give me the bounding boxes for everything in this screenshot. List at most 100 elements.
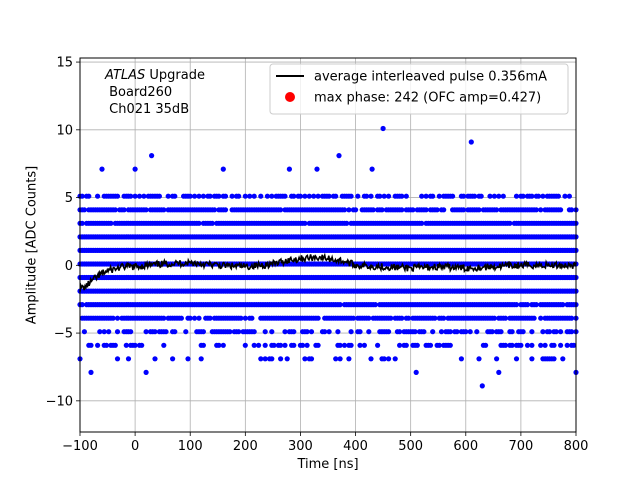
sample-point (397, 329, 403, 335)
sample-point (227, 329, 233, 335)
sample-point (95, 193, 101, 199)
sample-point (262, 342, 268, 348)
sample-point (196, 315, 202, 321)
sample-point (251, 342, 257, 348)
sample-point (344, 220, 350, 226)
sample-point (461, 207, 467, 213)
sample-point (152, 329, 158, 335)
y-tick-label: 5 (65, 191, 73, 206)
x-tick-label: 0 (131, 439, 139, 454)
average-pulse-line (79, 252, 577, 292)
sample-point (222, 193, 229, 199)
legend-entry-average: average interleaved pulse 0.356mA (314, 70, 547, 85)
sample-point (282, 329, 288, 335)
atlas-annotation: ATLAS Upgrade Board260 Ch021 35dB (104, 68, 205, 117)
sample-point (187, 315, 193, 321)
sample-point (200, 193, 206, 199)
sample-point-outlier (468, 139, 474, 145)
sample-point (513, 302, 520, 308)
sample-point (79, 302, 85, 308)
sample-point (566, 193, 573, 199)
sample-point (476, 356, 482, 362)
sample-point (441, 315, 447, 321)
sample-point (558, 329, 564, 335)
sample-point-outlier (413, 369, 419, 375)
sample-point (220, 342, 226, 348)
sample-point-outlier (143, 369, 149, 375)
sample-point (509, 329, 515, 335)
sample-point (447, 329, 453, 335)
sample-point (251, 193, 257, 199)
sample-point (399, 207, 405, 213)
sample-point (198, 356, 204, 362)
sample-point-outlier (314, 166, 320, 172)
sample-point (258, 193, 264, 199)
sample-point (258, 356, 264, 362)
sample-point (377, 193, 383, 199)
sample-point (211, 207, 218, 213)
axes-frame (79, 57, 577, 433)
sample-point (346, 356, 352, 362)
sample-point (405, 315, 412, 321)
sample-point (368, 193, 374, 199)
x-tick-label: 600 (453, 439, 478, 454)
sample-point (128, 193, 134, 199)
x-tick-label: 300 (288, 439, 313, 454)
sample-point (326, 193, 332, 199)
sample-point (478, 193, 484, 199)
sample-point (560, 356, 566, 362)
sample-point (434, 207, 440, 213)
sample-point (476, 207, 482, 213)
sample-point (386, 193, 392, 199)
sample-point (291, 193, 297, 199)
sample-point (381, 356, 387, 362)
sample-point (284, 356, 290, 362)
x-tick-label: 700 (508, 439, 533, 454)
x-tick-label: 500 (398, 439, 423, 454)
sample-point (494, 356, 500, 362)
sample-point (326, 329, 332, 335)
sample-point (110, 315, 116, 321)
y-axis-label: Amplitude [ADC Counts] (25, 166, 40, 324)
sample-point (533, 207, 539, 213)
sample-point (97, 329, 103, 335)
sample-point (560, 302, 566, 308)
sample-point (207, 193, 213, 199)
sample-point (392, 356, 398, 362)
sample-point (249, 315, 255, 321)
sample-point (297, 193, 303, 199)
sample-point-outlier (479, 383, 485, 389)
sample-point (291, 329, 297, 335)
sample-point (496, 193, 502, 199)
sample-point (236, 329, 242, 335)
sample-point (502, 342, 509, 348)
sample-point (269, 193, 275, 199)
sample-point (278, 356, 284, 362)
sample-point (262, 329, 268, 335)
sample-point (403, 342, 409, 348)
sample-point (509, 342, 515, 348)
sample-point (192, 315, 198, 321)
sample-point (337, 356, 343, 362)
sample-point (467, 329, 473, 335)
sample-point (81, 329, 87, 335)
y-tick-label: −5 (54, 327, 73, 342)
x-tick-label: 800 (564, 439, 589, 454)
sample-point (524, 342, 531, 348)
sample-point (379, 207, 385, 213)
sample-point (350, 315, 356, 321)
sample-point (558, 342, 564, 348)
sample-point (419, 193, 425, 199)
sample-point (242, 193, 248, 199)
sample-point (128, 329, 134, 335)
sample-point (302, 193, 308, 199)
sample-point (381, 193, 387, 199)
sample-point (410, 207, 416, 213)
sample-point (427, 342, 434, 348)
sample-point (333, 356, 339, 362)
sample-point (143, 207, 149, 213)
sample-point (507, 220, 513, 226)
sample-point (348, 342, 354, 348)
sample-point-outlier (496, 369, 502, 375)
